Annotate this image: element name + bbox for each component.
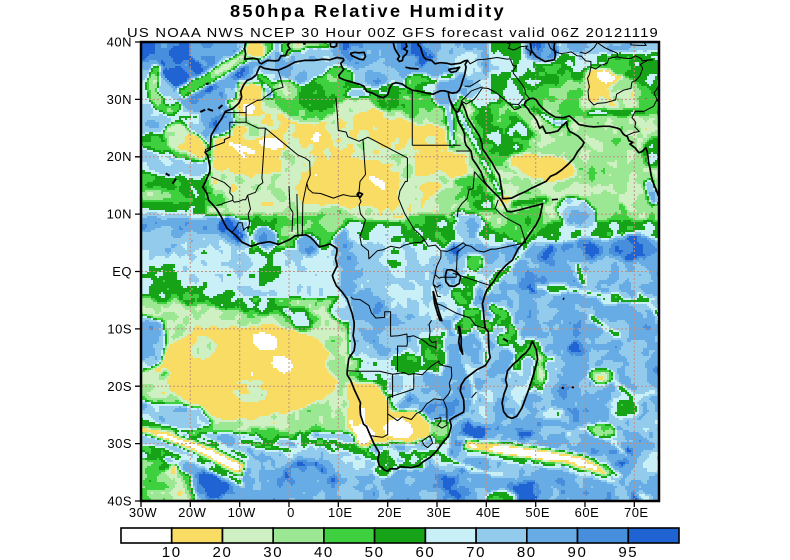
svg-text:20E: 20E [377,505,402,520]
svg-text:40N: 40N [107,35,132,50]
svg-text:10E: 10E [328,505,353,520]
svg-text:0: 0 [287,505,295,520]
svg-text:40: 40 [314,544,334,560]
svg-text:40E: 40E [476,505,501,520]
svg-text:50E: 50E [525,505,550,520]
svg-text:60E: 60E [575,505,600,520]
svg-text:10: 10 [162,544,182,560]
svg-text:10W: 10W [228,505,256,520]
svg-text:40S: 40S [107,494,132,509]
svg-text:60: 60 [415,544,435,560]
svg-text:10S: 10S [107,321,132,336]
svg-text:70: 70 [466,544,486,560]
svg-text:30S: 30S [107,436,132,451]
svg-text:20: 20 [213,544,233,560]
svg-text:EQ: EQ [112,264,132,279]
svg-text:90: 90 [568,544,588,560]
svg-text:30N: 30N [107,92,132,107]
svg-text:20N: 20N [107,149,132,164]
svg-text:30E: 30E [427,505,452,520]
svg-text:30W: 30W [129,505,157,520]
svg-text:95: 95 [618,544,638,560]
svg-text:70E: 70E [624,505,649,520]
svg-text:20S: 20S [107,379,132,394]
svg-text:850hpa Relative Humidity: 850hpa Relative Humidity [230,1,506,21]
svg-text:10N: 10N [107,207,132,222]
svg-text:80: 80 [517,544,537,560]
svg-text:50: 50 [365,544,385,560]
svg-text:30: 30 [263,544,283,560]
svg-text:US NOAA NWS NCEP 30 Hour 00Z G: US NOAA NWS NCEP 30 Hour 00Z GFS forecas… [127,25,659,40]
svg-text:20W: 20W [178,505,206,520]
